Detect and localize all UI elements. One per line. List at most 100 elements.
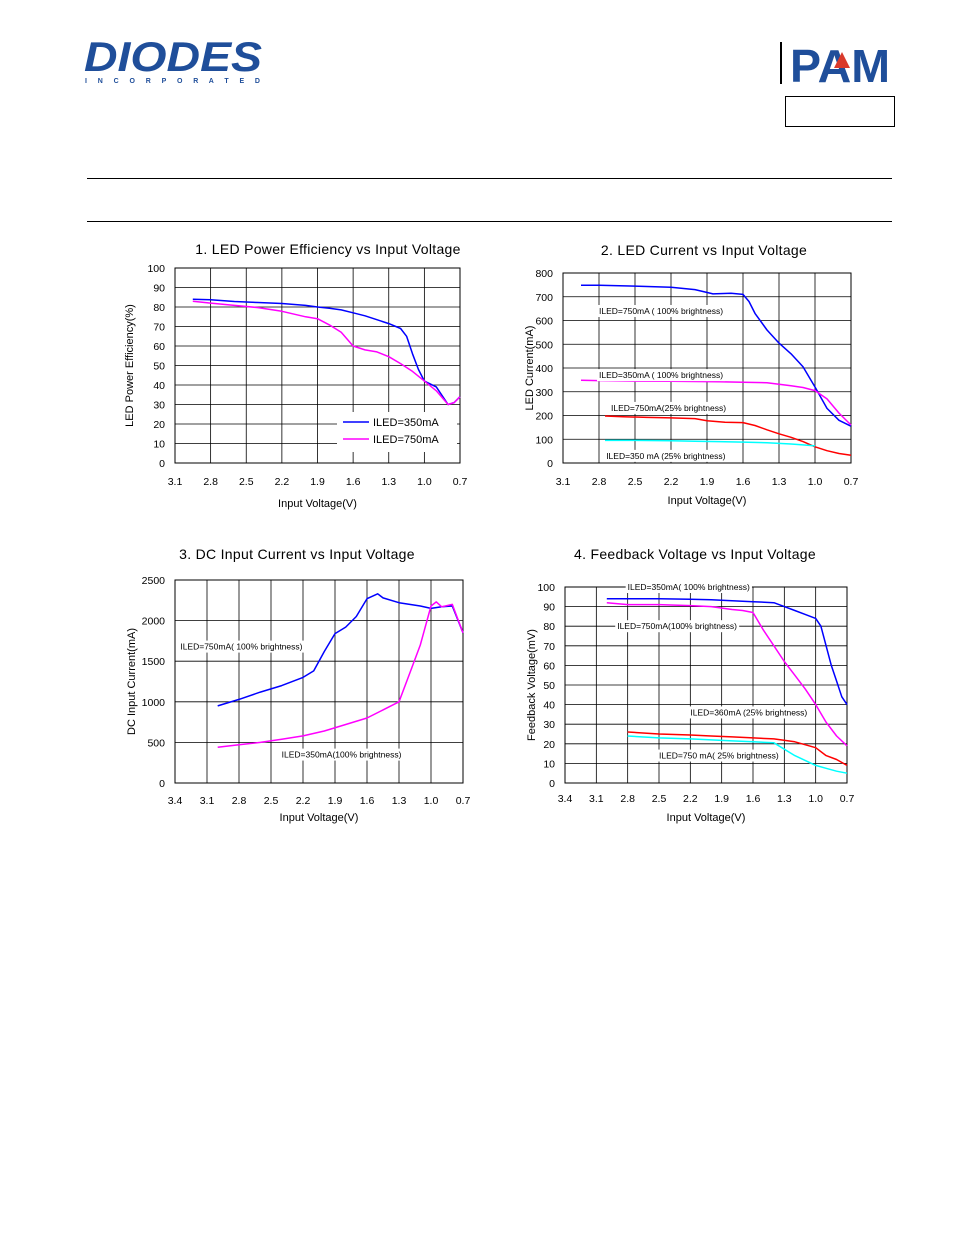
y-tick-label: 80 (543, 621, 555, 633)
y-tick-label: 500 (147, 737, 165, 749)
y-axis-label: DC Input Current(mA) (126, 628, 138, 735)
x-tick-label: 0.7 (456, 795, 471, 807)
y-tick-label: 60 (543, 660, 555, 672)
y-tick-label: 600 (535, 316, 553, 328)
y-tick-label: 90 (153, 283, 165, 295)
legend-label: ILED=750mA (373, 434, 439, 446)
x-axis-label: Input Voltage(V) (280, 812, 359, 824)
x-tick-label: 2.5 (264, 795, 279, 807)
y-tick-label: 30 (543, 719, 555, 731)
series-line (217, 593, 464, 707)
header-rule-top (87, 178, 892, 179)
y-tick-label: 2500 (142, 575, 166, 587)
chart-feedback-voltage: 4. Feedback Voltage vs Input Voltage 3.4 3… (526, 546, 855, 824)
y-tick-label: 400 (535, 363, 553, 375)
annotation-background (597, 369, 726, 382)
x-tick-label: 1.0 (808, 793, 823, 805)
chart-led-current: 2. LED Current vs Input Voltage 3.1 2.8 2.5… (524, 242, 859, 507)
x-tick-label: 2.8 (592, 476, 607, 488)
y-tick-label: 20 (543, 739, 555, 751)
x-tick-label: 0.7 (840, 793, 855, 805)
y-tick-label: 80 (153, 302, 165, 314)
y-tick-label: 50 (543, 680, 555, 692)
series-annotation: ILED=750mA(25% brightness) (611, 403, 726, 413)
x-tick-label: 2.2 (683, 793, 698, 805)
x-tick-label: 1.9 (714, 793, 729, 805)
x-tick-label: 1.3 (772, 476, 787, 488)
x-tick-label: 1.9 (310, 476, 325, 488)
chart-title: 2. LED Current vs Input Voltage (601, 242, 807, 258)
diodes-logo-wordmark: DIODES (84, 38, 262, 80)
y-tick-label: 40 (153, 380, 165, 392)
series-line (627, 735, 848, 774)
annotation-background (609, 401, 729, 414)
x-tick-label: 2.2 (664, 476, 679, 488)
x-tick-label: 0.7 (844, 476, 859, 488)
y-tick-label: 30 (153, 400, 165, 412)
y-tick-label: 50 (153, 361, 165, 373)
series-line (580, 379, 852, 426)
y-tick-label: 1000 (142, 697, 166, 709)
y-tick-label: 0 (549, 778, 555, 790)
x-tick-label: 2.5 (628, 476, 643, 488)
y-tick-label: 100 (537, 582, 555, 594)
x-tick-label: 1.9 (700, 476, 715, 488)
pam-logo-bar (780, 42, 782, 84)
series-line (581, 284, 852, 427)
y-tick-label: 0 (159, 458, 165, 470)
x-tick-label: 3.1 (589, 793, 604, 805)
x-tick-label: 1.0 (808, 476, 823, 488)
chart-title: 4. Feedback Voltage vs Input Voltage (574, 546, 816, 562)
legend-label: ILED=350mA (373, 417, 439, 429)
annotation-background (178, 640, 305, 653)
series-annotation: ILED=350mA(100% brightness) (282, 750, 402, 760)
y-tick-label: 70 (543, 641, 555, 653)
y-axis-label: LED Power Efficiency(%) (124, 304, 136, 427)
chart-led-power-efficiency: 1. LED Power Efficiency vs Input Voltage… (124, 241, 468, 510)
chart-title: 1. LED Power Efficiency vs Input Voltage (195, 241, 460, 257)
series-line (606, 601, 848, 747)
y-tick-label: 800 (535, 268, 553, 280)
y-tick-label: 40 (543, 700, 555, 712)
x-tick-label: 3.1 (168, 476, 183, 488)
x-tick-label: 3.4 (168, 795, 183, 807)
series-annotation: ILED=750mA ( 100% brightness) (599, 306, 723, 316)
x-axis-label: Input Voltage(V) (668, 495, 747, 507)
pam-logo-triangle (834, 52, 850, 68)
series-annotation: ILED=750 mA( 25% brightness) (659, 751, 779, 761)
diodes-logo-subtitle: I N C O R P O R A T E D (85, 78, 260, 85)
series-annotation: ILED=350mA ( 100% brightness) (599, 370, 723, 380)
y-tick-label: 200 (535, 411, 553, 423)
y-tick-label: 10 (543, 758, 555, 770)
x-tick-label: 1.3 (381, 476, 396, 488)
x-tick-label: 2.5 (652, 793, 667, 805)
x-tick-label: 3.1 (556, 476, 571, 488)
x-tick-label: 2.2 (275, 476, 290, 488)
x-tick-label: 0.7 (453, 476, 468, 488)
y-tick-label: 2000 (142, 616, 166, 628)
diodes-logo: DIODES I N C O R P O R A T E D (84, 38, 262, 85)
y-tick-label: 100 (535, 434, 553, 446)
x-tick-label: 1.0 (424, 795, 439, 807)
y-tick-label: 1500 (142, 656, 166, 668)
series-line (217, 601, 464, 749)
annotation-background (279, 748, 404, 761)
series-annotation: ILED=350 mA (25% brightness) (606, 451, 725, 461)
annotation-background (657, 749, 781, 762)
x-tick-label: 2.2 (296, 795, 311, 807)
series-annotation: ILED=750mA( 100% brightness) (180, 642, 302, 652)
x-tick-label: 1.3 (777, 793, 792, 805)
x-tick-label: 2.5 (239, 476, 254, 488)
annotation-background (625, 581, 752, 593)
series-line (192, 300, 461, 406)
series-annotation: ILED=350mA( 100% brightness) (628, 582, 750, 592)
annotation-background (615, 620, 740, 633)
x-tick-label: 1.3 (392, 795, 407, 807)
chart-title: 3. DC Input Current vs Input Voltage (179, 546, 415, 562)
x-axis-label: Input Voltage(V) (667, 812, 746, 824)
y-tick-label: 0 (547, 458, 553, 470)
y-tick-label: 70 (153, 322, 165, 334)
y-tick-label: 20 (153, 419, 165, 431)
y-axis-label: Feedback Voltage(mV) (526, 629, 538, 741)
y-tick-label: 10 (153, 439, 165, 451)
